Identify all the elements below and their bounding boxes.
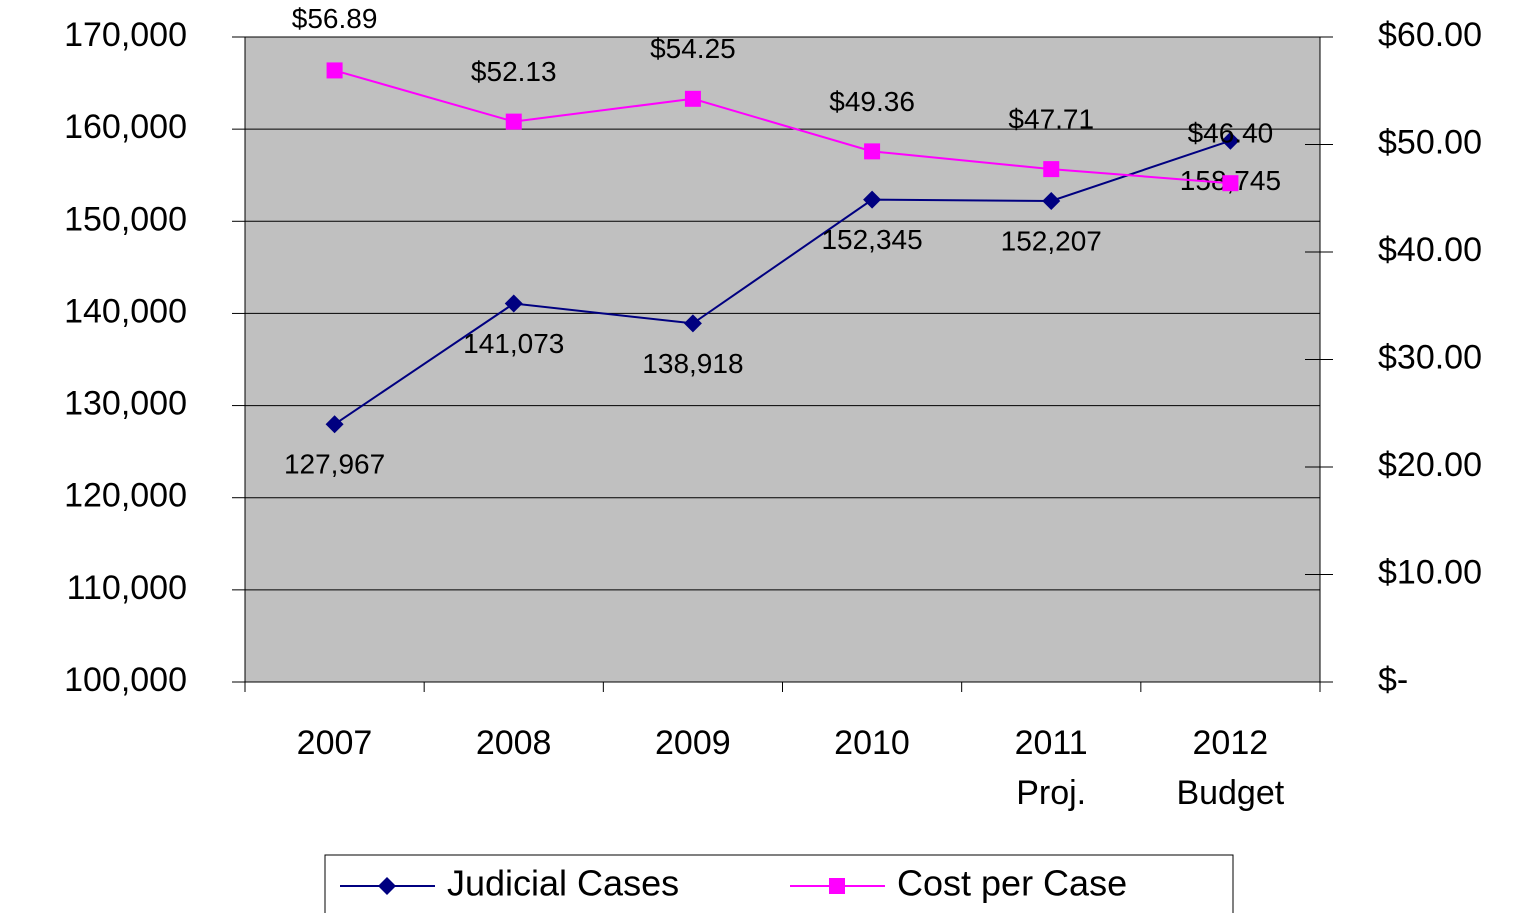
x-tick-label: 2011 Proj. (1014, 724, 1088, 812)
x-tick-label: 2012 Budget (1176, 724, 1285, 812)
point (863, 190, 882, 209)
y2-tick-label: $60.00 (1378, 16, 1482, 54)
legend-label: Judicial Cases (447, 863, 679, 904)
y-tick-label: 170,000 (64, 16, 187, 54)
y-tick-label: 150,000 (64, 200, 187, 238)
y-tick-label: 120,000 (64, 477, 187, 515)
point (684, 90, 701, 107)
data-label: 141,073 (463, 328, 564, 359)
data-label: $46.40 (1188, 118, 1274, 149)
point (325, 415, 344, 434)
y2-tick-label: $50.00 (1378, 123, 1482, 161)
series-line (334, 69, 1231, 185)
data-label: $54.25 (650, 33, 736, 64)
point (1042, 191, 1061, 210)
data-label: 152,345 (821, 224, 922, 255)
legend-marker (829, 878, 845, 894)
y2-tick-label: $40.00 (1378, 231, 1482, 269)
y2-tick-label: $10.00 (1378, 553, 1482, 591)
y-tick-label: 130,000 (64, 385, 187, 423)
point (864, 143, 881, 160)
point (326, 62, 343, 79)
x-tick-label: 2010 (834, 724, 910, 762)
data-label: 138,918 (642, 348, 743, 379)
point (504, 294, 523, 313)
x-tick-label: 2008 (475, 724, 552, 762)
point (505, 113, 522, 130)
data-label: $52.13 (471, 56, 557, 87)
y2-tick-label: $30.00 (1378, 338, 1482, 376)
y-tick-label: 100,000 (64, 661, 187, 699)
data-label: 127,967 (284, 449, 385, 480)
data-label: $49.36 (829, 86, 915, 117)
legend-box (324, 854, 1234, 913)
y2-tick-label: $- (1378, 661, 1408, 699)
plot-area (244, 36, 1321, 683)
y2-tick-label: $20.00 (1378, 446, 1482, 484)
y-tick-label: 110,000 (67, 569, 187, 607)
series-line (334, 139, 1231, 426)
x-tick-label: 2007 (296, 724, 373, 762)
point (1222, 175, 1239, 192)
data-label: $47.71 (1008, 104, 1094, 135)
point (683, 314, 702, 333)
x-tick-label: 2009 (655, 724, 731, 762)
data-label: $56.89 (292, 3, 378, 34)
y-tick-label: 140,000 (64, 292, 187, 330)
point (1221, 131, 1240, 150)
legend-label: Cost per Case (897, 863, 1127, 904)
point (1043, 161, 1060, 178)
y-tick-label: 160,000 (64, 108, 187, 146)
legend-marker (378, 877, 396, 895)
data-label: 152,207 (1001, 225, 1102, 256)
